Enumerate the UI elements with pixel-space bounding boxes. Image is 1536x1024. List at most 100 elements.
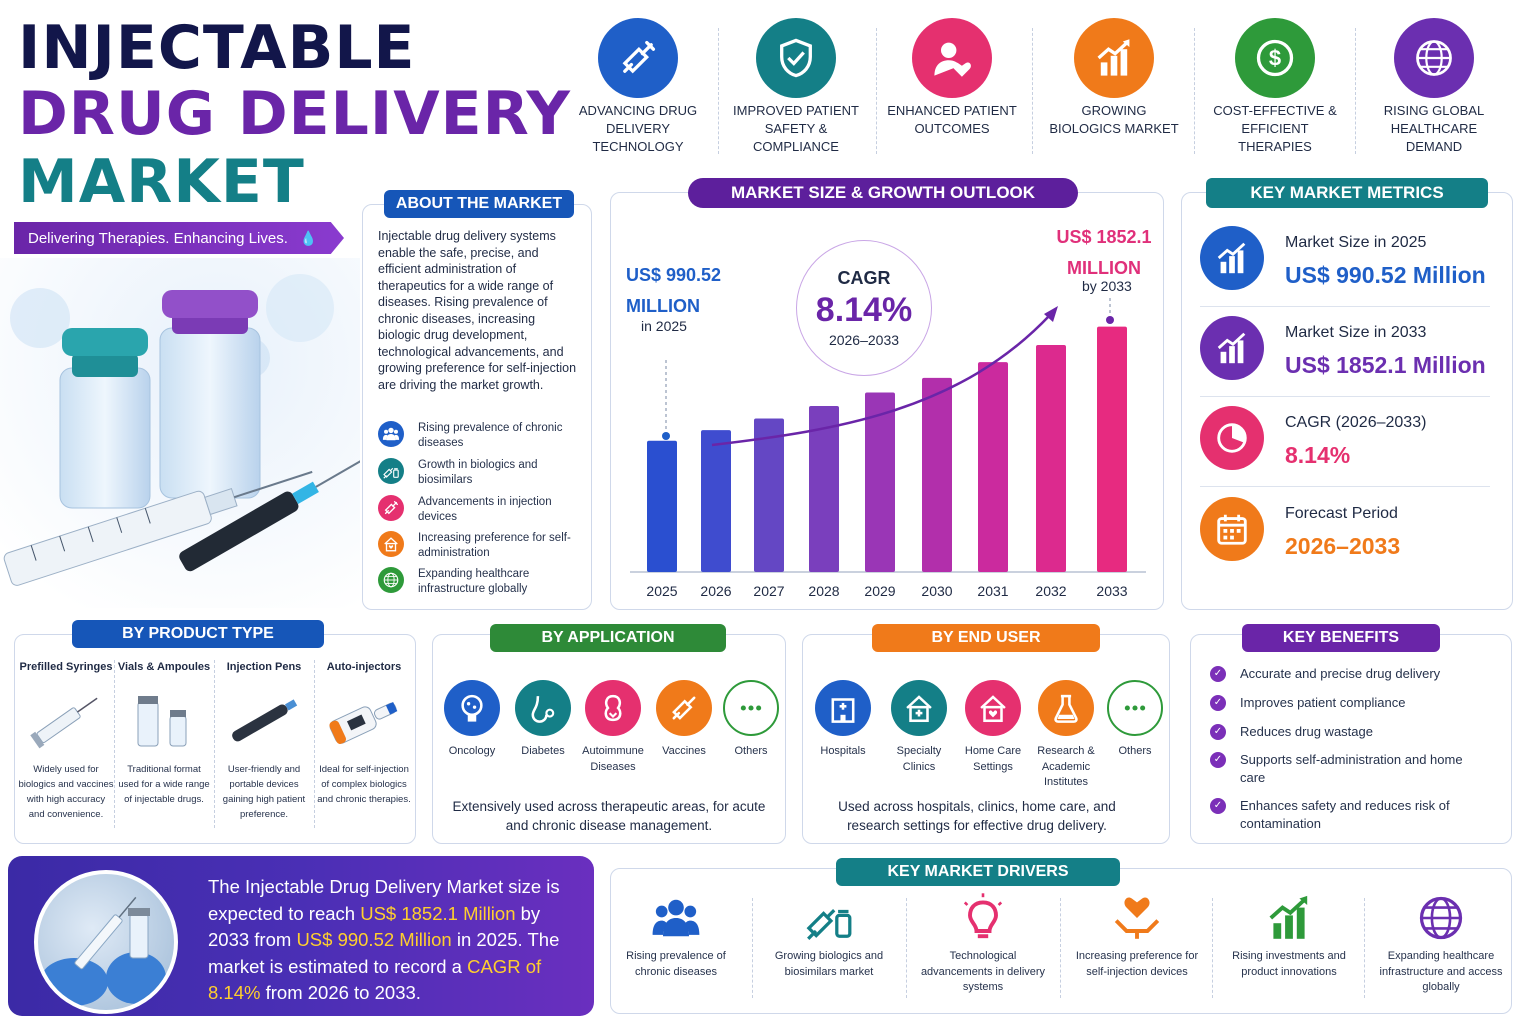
about-point: Growth in biologics and biosimilars [378, 458, 578, 488]
application-note: Extensively used across therapeutic area… [452, 799, 766, 833]
start-value: US$ 990.52 MILLION [626, 265, 722, 316]
metric-label: Market Size in 2033 [1285, 324, 1427, 341]
x-tick-label: 2031 [977, 583, 1008, 599]
benefit-text: Supports self-administration and home ca… [1240, 752, 1463, 785]
tagline-banner: Delivering Therapies. Enhancing Lives. 💧 [14, 222, 344, 254]
x-tick-label: 2032 [1035, 583, 1066, 599]
diabetes-icon [515, 680, 571, 736]
x-tick-label: 2025 [646, 583, 677, 599]
application-header: BY APPLICATION [490, 624, 726, 652]
application-card [432, 634, 786, 844]
title-line-1: INJECTABLE [18, 13, 416, 83]
home-icon [965, 680, 1021, 736]
more-icon [723, 680, 779, 736]
clinic-icon [891, 680, 947, 736]
feature-label: RISING GLOBAL HEALTHCARE DEMAND [1383, 103, 1485, 154]
end-value: US$ 1852.1 MILLION [1056, 227, 1152, 278]
summary-part-4: from 2026 to 2033. [260, 982, 421, 1003]
x-tick-label: 2033 [1096, 583, 1127, 599]
summary-photo [34, 870, 178, 1014]
summary-box: The Injectable Drug Delivery Market size… [8, 856, 594, 1016]
about-point-text: Expanding healthcare infrastructure glob… [418, 568, 530, 595]
dollar-icon: $ [1235, 18, 1315, 98]
check-icon: ✓ [1210, 724, 1226, 740]
bar-2026 [701, 430, 731, 572]
benefit-item: ✓ Accurate and precise drug delivery [1210, 665, 1500, 683]
hero-vials-syringes-image [0, 258, 360, 608]
summary-cagr: CAGR of 8.14% [208, 955, 542, 1004]
globe-icon [1415, 892, 1467, 944]
product-divider [214, 660, 215, 828]
product-illustration [124, 690, 204, 755]
end-user-label: Home Care Settings [964, 745, 1022, 773]
feature-label: ENHANCED PATIENT OUTCOMES [887, 103, 1017, 136]
bar-2031 [978, 362, 1008, 572]
metric-value: US$ 1852.1 Million [1285, 352, 1486, 378]
about-point: Rising prevalence of chronic diseases [378, 421, 578, 451]
summary-text: The Injectable Drug Delivery Market size… [208, 874, 586, 1007]
driver-label: Rising prevalence of chronic diseases [626, 950, 726, 978]
summary-value-2033: US$ 1852.1 Million [360, 902, 516, 924]
check-icon: ✓ [1210, 695, 1226, 711]
bar-2030 [922, 377, 952, 572]
trend-arrow [711, 314, 1051, 447]
about-market-header: ABOUT THE MARKET [384, 190, 574, 218]
cagr-circle: CAGR 8.14% 2026–2033 [796, 240, 932, 376]
feature-label: COST-EFFECTIVE & EFFICIENT THERAPIES [1213, 103, 1337, 154]
people-icon [378, 421, 404, 447]
svg-text:$: $ [1269, 46, 1281, 71]
vaccine-icon [656, 680, 712, 736]
x-tick-label: 2026 [700, 583, 731, 599]
summary-part-3: in 2025. The market is estimated to reco… [208, 929, 560, 977]
bar-2027 [754, 418, 784, 572]
application-label: Vaccines [662, 745, 706, 757]
about-point-text: Rising prevalence of chronic diseases [418, 422, 563, 449]
market-growth-bar-chart: 2025 2026 2027 2028 2029 2030 2031 2032 2033 [630, 298, 1146, 599]
bar-2025 [647, 440, 677, 572]
tagline-text: Delivering Therapies. Enhancing Lives. [28, 229, 288, 247]
leader-dot [1106, 316, 1114, 324]
patient-heart-icon [912, 18, 992, 98]
bar-2029 [865, 392, 895, 572]
benefit-item: ✓ Improves patient compliance [1210, 694, 1500, 712]
x-tick-label: 2029 [864, 583, 895, 599]
metric-value: US$ 990.52 Million [1285, 262, 1486, 288]
droplet-icon: 💧 [299, 229, 318, 246]
about-market-text: Injectable drug delivery systems enable … [378, 229, 577, 392]
summary-value-2025: US$ 990.52 Million [296, 929, 452, 950]
drivers-card [610, 868, 1512, 1014]
product-desc: Ideal for self-injection of complex biol… [317, 764, 411, 805]
driver-divider [1212, 898, 1213, 998]
metric-divider [1200, 396, 1490, 397]
application-label: Diabetes [521, 745, 565, 757]
globe-icon [1394, 18, 1474, 98]
trend-arrowhead [1044, 306, 1058, 322]
lightbulb-icon [957, 892, 1009, 944]
bar-2032 [1036, 345, 1066, 572]
product-illustration [26, 690, 106, 755]
bar-growth-icon [1200, 316, 1264, 380]
benefit-item: ✓ Reduces drug wastage [1210, 723, 1500, 741]
benefit-item: ✓ Supports self-administration and home c… [1210, 751, 1500, 787]
x-tick-label: 2028 [808, 583, 839, 599]
end-user-label: Research & Academic Institutes [1037, 745, 1095, 788]
benefits-header: KEY BENEFITS [1242, 624, 1440, 652]
feature-label: ADVANCING DRUG DELIVERY TECHNOLOGY [578, 103, 698, 154]
syringe-icon [598, 18, 678, 98]
hospital-icon [815, 680, 871, 736]
drivers-header: KEY MARKET DRIVERS [836, 858, 1120, 886]
growth-chart-icon [1263, 892, 1315, 944]
bar-growth-icon [1200, 226, 1264, 290]
about-point-text: Advancements in injection devices [418, 496, 552, 523]
application-label: Autoimmune Diseases [582, 745, 644, 773]
cagr-label: CAGR [837, 268, 891, 288]
benefit-item: ✓ Enhances safety and reduces risk of con… [1210, 797, 1500, 833]
calendar-icon [1200, 497, 1264, 561]
about-point-text: Increasing preference for self-administr… [418, 532, 571, 559]
benefit-text: Accurate and precise drug delivery [1240, 666, 1441, 681]
driver-divider [752, 898, 753, 998]
end-user-label: Others [1118, 745, 1152, 757]
check-icon: ✓ [1210, 798, 1226, 814]
driver-divider [906, 898, 907, 998]
benefit-text: Enhances safety and reduces risk of cont… [1240, 798, 1450, 831]
